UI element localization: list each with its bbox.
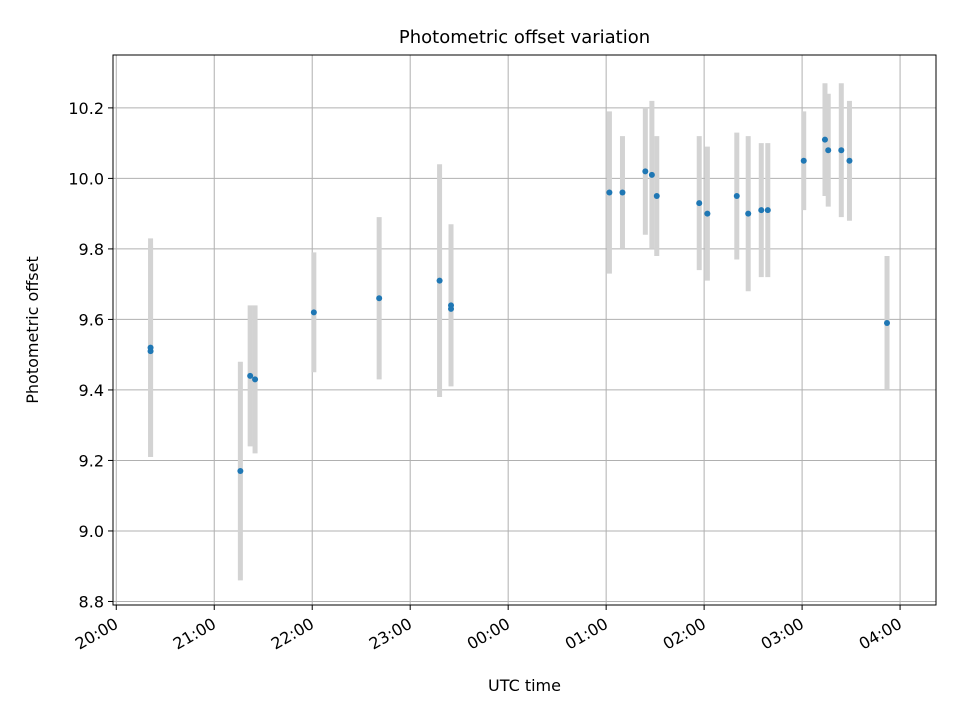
data-point [147, 348, 154, 355]
x-tick-label: 21:00 [170, 614, 219, 654]
data-point [838, 147, 845, 154]
data-point [764, 207, 771, 214]
x-tick-label: 03:00 [758, 614, 807, 654]
data-point [758, 207, 765, 214]
data-point [846, 157, 853, 164]
y-tick-label: 9.4 [79, 381, 104, 400]
y-tick-label: 10.2 [68, 99, 104, 118]
data-point [376, 295, 383, 302]
y-axis-label: Photometric offset [23, 256, 42, 404]
data-point [696, 200, 703, 207]
data-point [821, 136, 828, 143]
data-points [147, 136, 891, 475]
data-point [884, 319, 891, 326]
axis-ticks: 20:00 21:00 22:00 23:00 00:00 01:00 02:00 03:00… [68, 99, 905, 654]
data-point [310, 309, 317, 316]
y-tick-label: 9.2 [79, 451, 104, 470]
error-bars [148, 83, 890, 581]
data-point [619, 189, 626, 196]
y-tick-label: 9.8 [79, 240, 104, 259]
x-tick-label: 01:00 [562, 614, 611, 654]
x-tick-label: 22:00 [268, 614, 317, 654]
y-tick-label: 9.0 [79, 522, 104, 541]
chart-title: Photometric offset variation [399, 27, 650, 48]
x-tick-label: 00:00 [464, 614, 513, 654]
x-tick-label: 23:00 [366, 614, 415, 654]
data-point [704, 210, 711, 217]
y-tick-label: 10.0 [68, 169, 104, 188]
data-point [448, 305, 455, 312]
y-tick-label: 9.6 [79, 310, 104, 329]
data-point [825, 147, 832, 154]
data-point [436, 277, 443, 284]
grid [113, 55, 936, 605]
data-point [745, 210, 752, 217]
data-point [800, 157, 807, 164]
data-point [252, 376, 259, 383]
y-tick-label: 8.8 [79, 592, 104, 611]
data-point [642, 168, 649, 175]
data-point [606, 189, 613, 196]
x-tick-label: 04:00 [856, 614, 905, 654]
data-point [653, 193, 660, 200]
x-axis-label: UTC time [488, 676, 561, 695]
data-point [247, 372, 254, 379]
data-point [733, 193, 740, 200]
data-point [648, 171, 655, 178]
x-tick-label: 20:00 [72, 614, 121, 654]
data-point [237, 468, 244, 475]
x-tick-label: 02:00 [660, 614, 709, 654]
plot-frame [112, 54, 937, 606]
